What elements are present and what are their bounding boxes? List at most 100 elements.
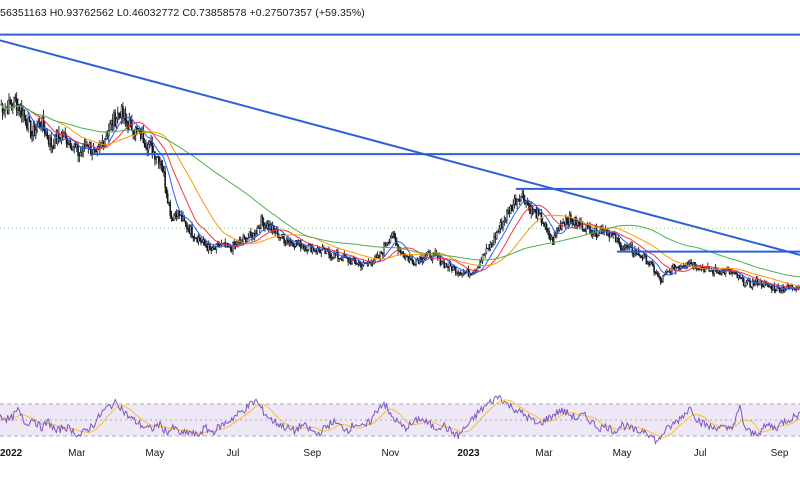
- candle: [110, 119, 113, 131]
- candle: [605, 229, 608, 236]
- candle: [543, 221, 545, 228]
- candle: [593, 229, 595, 237]
- candle: [485, 243, 488, 255]
- candle: [549, 233, 552, 242]
- candle: [741, 274, 744, 282]
- candle: [335, 249, 338, 256]
- candle: [411, 254, 413, 265]
- candle: [156, 155, 159, 159]
- candle: [506, 208, 508, 224]
- candle: [23, 108, 26, 121]
- candle: [102, 140, 105, 151]
- candle: [320, 249, 323, 257]
- candle: [261, 214, 264, 227]
- candle: [622, 245, 625, 251]
- candle: [232, 241, 234, 255]
- candle: [145, 139, 147, 151]
- candle: [332, 256, 334, 261]
- candle: [445, 262, 448, 268]
- candle: [188, 224, 191, 234]
- candle: [486, 247, 489, 250]
- rsi-line[interactable]: [0, 394, 800, 446]
- rsi-signal-line[interactable]: [0, 399, 800, 438]
- candle: [360, 261, 362, 272]
- candle: [64, 127, 67, 140]
- candle: [259, 224, 261, 234]
- candle: [35, 123, 37, 140]
- candle: [760, 279, 763, 289]
- candle: [298, 240, 301, 248]
- candle: [160, 159, 163, 171]
- candle: [337, 247, 339, 263]
- candle: [492, 240, 494, 248]
- candle: [719, 271, 722, 276]
- candle: [617, 234, 620, 245]
- candle: [70, 142, 73, 151]
- candle: [474, 268, 476, 275]
- candle: [401, 251, 403, 255]
- candle: [390, 232, 393, 239]
- candle: [544, 221, 547, 230]
- candle: [233, 239, 236, 250]
- candle: [768, 283, 771, 288]
- candle: [72, 146, 74, 152]
- sma-slow-line[interactable]: [0, 104, 800, 287]
- candle: [628, 242, 631, 251]
- candle: [106, 130, 109, 140]
- candle: [329, 250, 332, 261]
- candle: [721, 268, 723, 276]
- descending-trendline-line[interactable]: [0, 39, 800, 256]
- candle: [481, 254, 484, 264]
- candle: [51, 145, 54, 153]
- candle: [319, 247, 321, 254]
- candle: [265, 221, 268, 229]
- candle: [509, 204, 512, 214]
- candle: [548, 227, 550, 240]
- candle: [746, 278, 749, 285]
- sma-mid-line[interactable]: [0, 104, 800, 289]
- candle: [56, 129, 59, 146]
- candle: [46, 129, 49, 140]
- candle: [288, 239, 291, 247]
- candle: [563, 221, 566, 227]
- candle: [209, 242, 211, 251]
- candle: [489, 240, 492, 252]
- candle: [95, 149, 97, 153]
- candle: [155, 156, 157, 165]
- candle: [342, 254, 344, 262]
- x-tick-label: Mar: [68, 448, 86, 459]
- sma-fast-line[interactable]: [0, 104, 800, 290]
- candle: [314, 249, 316, 253]
- candle: [27, 111, 29, 133]
- candle: [113, 109, 115, 131]
- candle: [291, 240, 293, 247]
- x-tick-label: Mar: [535, 448, 553, 459]
- candle: [547, 227, 549, 236]
- candle: [532, 208, 535, 215]
- candle: [467, 265, 470, 277]
- candle: [55, 129, 58, 144]
- candle: [393, 230, 396, 239]
- candle: [178, 209, 180, 220]
- candle: [502, 220, 504, 232]
- candle: [284, 239, 287, 247]
- sma-long-line[interactable]: [0, 104, 800, 278]
- candle: [169, 199, 172, 219]
- candle: [179, 214, 182, 217]
- candle: [256, 225, 259, 236]
- candle: [692, 261, 695, 271]
- candle: [522, 190, 525, 202]
- candle: [388, 239, 390, 245]
- candle: [195, 237, 197, 240]
- candle: [545, 222, 548, 233]
- candle: [182, 211, 184, 222]
- candle: [214, 246, 216, 250]
- candle: [269, 220, 271, 231]
- candle: [461, 273, 463, 278]
- candle: [197, 233, 200, 246]
- candle: [116, 106, 119, 124]
- candle: [262, 217, 265, 232]
- candle: [165, 186, 168, 199]
- candle: [591, 229, 594, 239]
